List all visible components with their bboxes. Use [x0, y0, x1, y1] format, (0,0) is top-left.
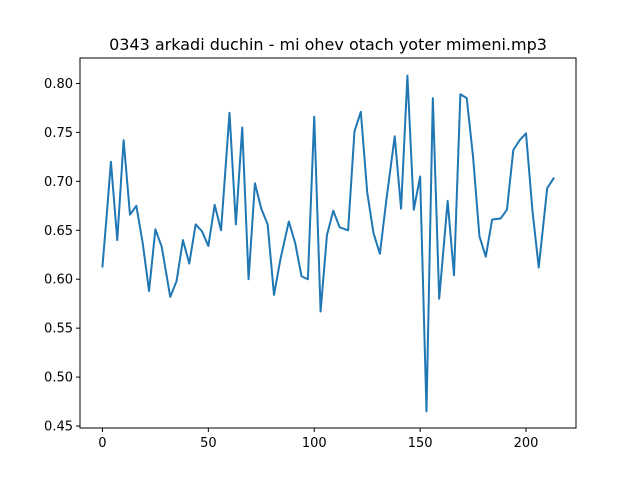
y-tick-label: 0.45	[44, 420, 73, 435]
y-tick-label: 0.70	[44, 175, 73, 190]
x-tick-label: 150	[408, 436, 433, 451]
y-tick-label: 0.80	[44, 77, 73, 92]
axes-frame	[79, 57, 577, 429]
series-line-0	[101, 74, 555, 413]
x-tick-label: 0	[98, 436, 106, 451]
series-layer	[101, 74, 555, 413]
y-tick-label: 0.50	[44, 371, 73, 386]
x-tick-label: 100	[302, 436, 327, 451]
y-tick-label: 0.65	[44, 224, 73, 239]
y-tick-label: 0.75	[44, 126, 73, 141]
x-tick-label: 200	[514, 436, 539, 451]
y-tick-label: 0.55	[44, 322, 73, 337]
x-tick-label: 50	[200, 436, 217, 451]
x-axis: 0 50 100 150 200	[98, 428, 538, 451]
chart-title: 0343 arkadi duchin - mi ohev otach yoter…	[109, 35, 547, 54]
y-axis: 0.45 0.50 0.55 0.60 0.65 0.70 0.75 0.80	[44, 77, 80, 435]
y-tick-label: 0.60	[44, 273, 73, 288]
